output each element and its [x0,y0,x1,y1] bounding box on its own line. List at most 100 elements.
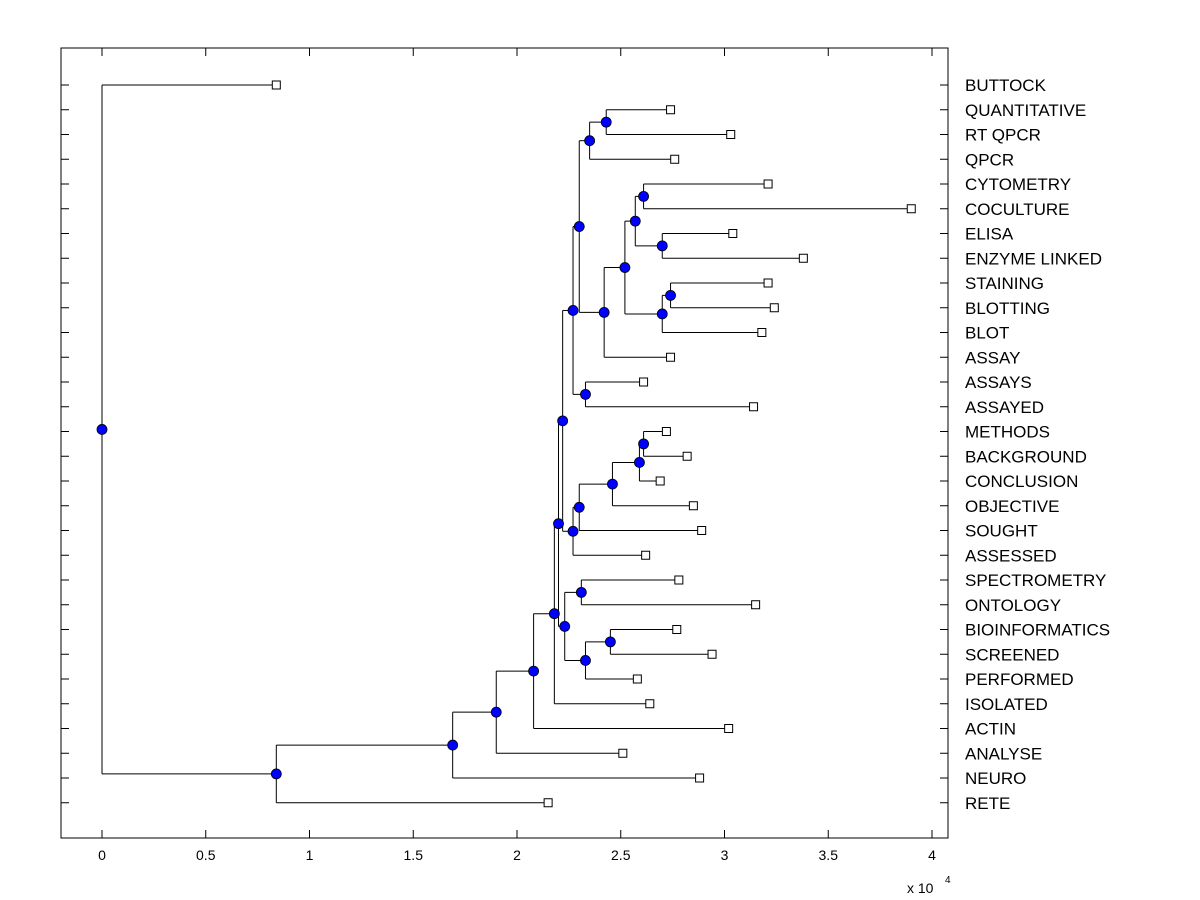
x-scale-exponent: 4 [945,875,951,886]
merge-node [559,621,571,632]
leaf-marker [728,229,738,238]
merge-node [573,221,585,232]
leaf-marker [763,278,773,288]
merge-node [557,415,569,427]
leaf-label: SOUGHT [965,522,1038,541]
x-scale-label: x 10 [907,880,934,896]
merge-node [548,608,560,620]
leaf-label: ASSAYS [965,373,1032,392]
leaf-label: ENZYME LINKED [965,249,1102,268]
merge-node [638,190,649,202]
leaf-label: SCREENED [965,645,1059,664]
leaf-label: ONTOLOGY [965,596,1061,615]
merge-node [638,438,649,450]
leaf-label: SPECTROMETRY [965,571,1106,590]
leaf-label: BLOT [965,324,1009,343]
x-tick-label: 2 [513,847,521,863]
leaf-marker [641,550,651,560]
leaf-label: BACKGROUND [965,447,1087,466]
leaf-labels: BUTTOCK QUANTITATIVE RT QPCR QPCR CYTOMETRY C… [965,76,1110,813]
merge-node [580,655,591,666]
merge-node [447,739,459,751]
leaf-marker [707,649,717,659]
x-tick-label: 1.5 [404,847,424,863]
x-tick-label: 2.5 [611,847,631,863]
leaf-label: ANALYSE [965,744,1042,763]
leaf-marker [543,798,553,808]
leaf-label: ACTIN [965,720,1016,739]
leaf-marker [688,501,698,511]
x-tick-label: 0.5 [196,847,216,863]
merge-node [629,215,641,227]
leaf-label: BUTTOCK [965,76,1047,95]
merge-node [580,388,591,400]
merge-node [656,308,668,320]
leaf-marker [763,179,773,189]
leaf-marker [674,575,684,585]
leaf-marker [666,352,676,362]
merge-node [604,636,616,648]
x-tick-label: 3 [721,847,729,863]
leaf-label: RETE [965,794,1010,813]
leaf-label: QPCR [965,150,1014,169]
leaf-label: STAINING [965,274,1044,293]
leaf-marker [632,674,642,684]
leaf-label: ELISA [965,225,1014,244]
leaf-label: QUANTITATIVE [965,101,1086,120]
leaf-label: CONCLUSION [965,472,1078,491]
leaf-markers [271,80,916,808]
leaf-label: ASSESSED [965,546,1057,565]
merge-node [584,135,596,147]
leaf-label: ASSAYED [965,398,1044,417]
leaf-marker [757,328,767,337]
leaf-marker [695,773,705,783]
leaf-marker [639,377,649,387]
leaf-marker [749,402,759,412]
leaf-marker [798,253,808,263]
leaf-marker [682,451,692,461]
leaf-marker [751,600,761,610]
leaf-label: OBJECTIVE [965,497,1059,516]
x-tick-label: 0 [98,847,106,863]
merge-nodes [96,116,676,780]
leaf-label: ASSAY [965,348,1020,367]
leaf-marker [906,204,916,214]
merge-node [528,665,539,677]
plot-frame [60,47,949,839]
leaf-marker [661,427,671,436]
leaf-marker [670,154,680,164]
leaf-label: RT QPCR [965,126,1041,145]
leaf-label: COCULTURE [965,200,1070,219]
leaf-marker [769,303,779,313]
merge-node [490,706,502,718]
x-tick-label: 4 [928,847,936,863]
leaf-marker [618,748,628,758]
leaf-label: METHODS [965,423,1050,442]
merge-node [567,525,579,537]
merge-node [634,457,645,468]
leaf-marker [655,476,665,486]
leaf-label: BIOINFORMATICS [965,621,1110,640]
y-tick-marks [61,84,948,804]
leaf-marker [726,130,736,139]
leaf-marker [697,526,707,535]
merge-node [575,586,587,598]
merge-node [598,306,610,318]
leaf-marker [672,625,682,634]
merge-node [665,289,676,301]
merge-node [553,518,564,530]
merge-node [573,501,585,513]
merge-node [567,305,579,316]
merge-node [96,424,108,435]
leaf-label: BLOTTING [965,299,1050,318]
leaf-label: ISOLATED [965,695,1048,714]
leaf-label: CYTOMETRY [965,175,1071,194]
leaf-marker [724,724,734,733]
merge-node [600,116,612,128]
merge-node [619,262,631,273]
leaf-marker [271,80,281,90]
merge-node [270,768,282,780]
leaf-label: PERFORMED [965,670,1074,689]
leaf-marker [645,699,655,709]
